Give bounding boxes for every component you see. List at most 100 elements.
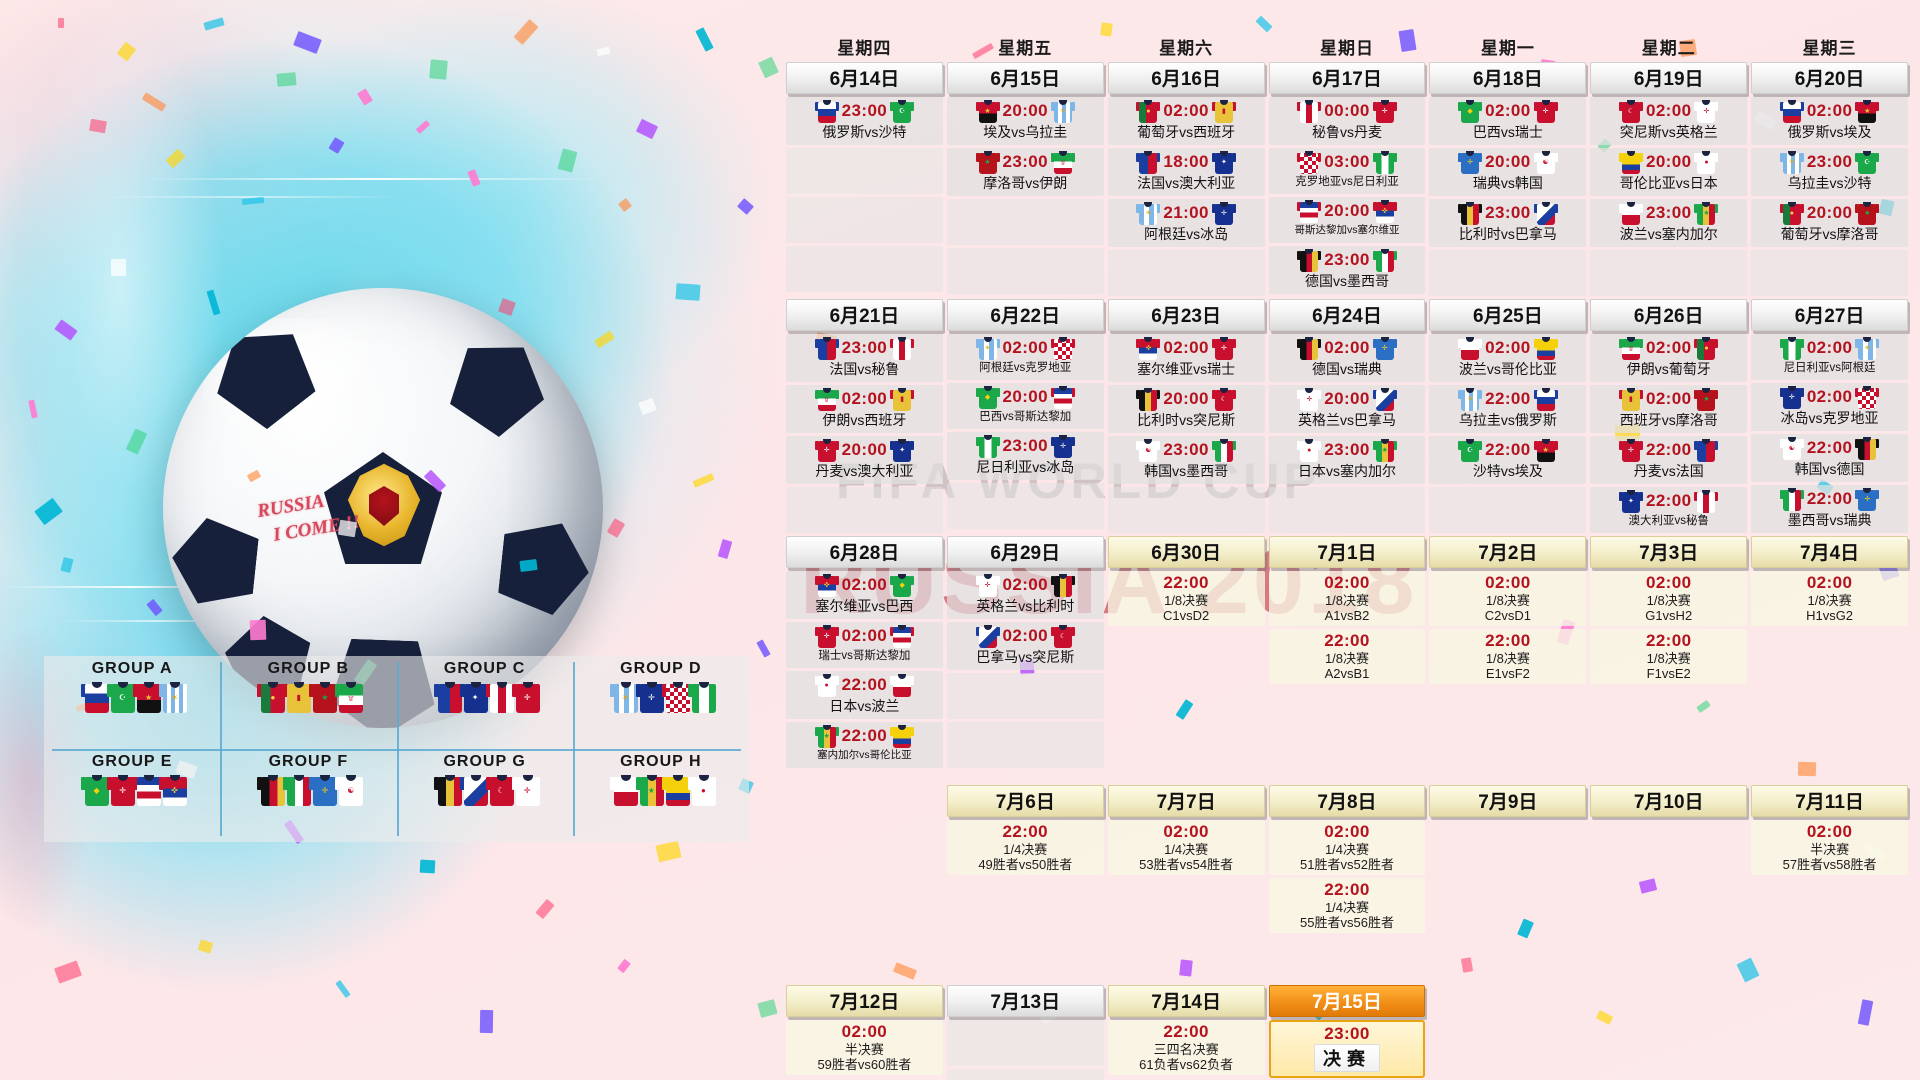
match-cell[interactable]: ☀ 21:00 ✛ 阿根廷vs冰岛 <box>1107 199 1265 247</box>
knockout-match-cell[interactable]: 22:00 三四名决赛 61负者vs62负者 <box>1107 1020 1265 1075</box>
date-header[interactable]: 6月16日 <box>1107 62 1265 94</box>
knockout-match-cell[interactable]: 22:00 1/8决赛 E1vsF2 <box>1429 629 1587 684</box>
match-cell[interactable]: ★ 22:00 塞内加尔vs哥伦比亚 <box>786 722 943 768</box>
knockout-match-cell[interactable]: 22:00 1/8决赛 F1vsE2 <box>1590 629 1748 684</box>
match-row: ✛ 22:00 <box>1593 438 1744 462</box>
match-cell[interactable]: 02:00 ☀ 尼日利亚vs阿根廷 <box>1751 334 1908 380</box>
date-header[interactable]: 7月7日 <box>1107 785 1265 817</box>
home-jersey-russia-icon <box>814 99 839 123</box>
date-header[interactable]: 6月15日 <box>946 62 1104 94</box>
date-header[interactable]: 6月14日 <box>786 62 943 94</box>
match-cell[interactable]: ☯ 23:00 韩国vs墨西哥 <box>1107 436 1265 484</box>
empty-slot <box>1751 629 1908 675</box>
date-header[interactable]: 6月23日 <box>1107 299 1265 331</box>
date-header[interactable]: 6月19日 <box>1590 62 1748 94</box>
knockout-match-cell[interactable]: 02:00 1/4决赛 51胜者vs52胜者 <box>1268 820 1426 875</box>
date-header[interactable]: 7月14日 <box>1107 985 1265 1017</box>
date-header[interactable]: 7月9日 <box>1429 785 1587 817</box>
match-cell[interactable]: 23:00 法国vs秘鲁 <box>786 334 943 382</box>
match-cell[interactable]: 02:00 ☾ 巴拿马vs突尼斯 <box>946 622 1104 670</box>
knockout-match-cell[interactable]: 02:00 半决赛 59胜者vs60胜者 <box>786 1020 943 1075</box>
date-header[interactable]: 7月15日 <box>1268 985 1426 1017</box>
date-header[interactable]: 7月6日 <box>946 785 1104 817</box>
match-cell[interactable]: ☀ 23:00 ☪ 乌拉圭vs沙特 <box>1751 148 1908 196</box>
knockout-match-cell[interactable]: 02:00 半决赛 57胜者vs58胜者 <box>1751 820 1908 875</box>
match-cell[interactable]: ● 20:00 ★ 葡萄牙vs摩洛哥 <box>1751 199 1908 247</box>
date-header[interactable]: 6月29日 <box>946 536 1104 568</box>
match-cell[interactable]: ✛ 02:00 英格兰vs比利时 <box>946 571 1104 619</box>
date-header[interactable]: 7月13日 <box>946 985 1104 1017</box>
match-cell[interactable]: ✛ 20:00 英格兰vs巴拿马 <box>1268 385 1426 433</box>
date-header[interactable]: 6月18日 <box>1429 62 1587 94</box>
match-cell[interactable]: ☀ 02:00 阿根廷vs克罗地亚 <box>946 334 1104 380</box>
date-header[interactable]: 6月26日 <box>1590 299 1748 331</box>
final-match-cell[interactable]: 23:00 决赛 <box>1268 1020 1426 1078</box>
date-header[interactable]: 7月4日 <box>1751 536 1908 568</box>
match-cell[interactable]: ✛ 22:00 丹麦vs法国 <box>1590 436 1748 484</box>
match-cell[interactable]: ✜ 02:00 ◆ 塞尔维亚vs巴西 <box>786 571 943 619</box>
date-header[interactable]: 7月3日 <box>1590 536 1748 568</box>
match-cell[interactable]: ✛ 20:00 ✦ 丹麦vs澳大利亚 <box>786 436 943 484</box>
match-cell[interactable]: ✛ 02:00 瑞士vs哥斯达黎加 <box>786 622 943 668</box>
date-header[interactable]: 6月27日 <box>1751 299 1908 331</box>
knockout-match-cell[interactable]: 22:00 1/8决赛 A2vsB1 <box>1268 629 1426 684</box>
date-header[interactable]: 7月10日 <box>1590 785 1748 817</box>
match-cell[interactable]: 03:00 克罗地亚vs尼日利亚 <box>1268 148 1426 194</box>
knockout-match-cell[interactable]: 02:00 1/8决赛 A1vsB2 <box>1268 571 1426 626</box>
date-header[interactable]: 6月17日 <box>1268 62 1426 94</box>
match-cell[interactable]: 20:00 ● 哥伦比亚vs日本 <box>1590 148 1748 196</box>
match-cell[interactable]: ● 22:00 日本vs波兰 <box>786 671 943 719</box>
date-header[interactable]: 6月28日 <box>786 536 943 568</box>
date-header[interactable]: 7月8日 <box>1268 785 1426 817</box>
match-cell[interactable]: ✜ 02:00 ✛ 塞尔维亚vs瑞士 <box>1107 334 1265 382</box>
match-cell[interactable]: ◆ 02:00 ✛ 巴西vs瑞士 <box>1429 97 1587 145</box>
match-teams: 葡萄牙vs西班牙 <box>1137 124 1236 140</box>
knockout-match-cell[interactable]: 02:00 1/8决赛 H1vsG2 <box>1751 571 1908 626</box>
date-header[interactable]: 6月25日 <box>1429 299 1587 331</box>
match-cell[interactable]: ▮ 02:00 ★ 西班牙vs摩洛哥 <box>1590 385 1748 433</box>
match-cell[interactable]: 02:00 ✛ 德国vs瑞典 <box>1268 334 1426 382</box>
date-header[interactable]: 7月2日 <box>1429 536 1587 568</box>
match-cell[interactable]: 23:00 ★ 波兰vs塞内加尔 <box>1590 199 1748 247</box>
match-cell[interactable]: ۩ 02:00 ● 伊朗vs葡萄牙 <box>1590 334 1748 382</box>
match-cell[interactable]: ◆ 20:00 巴西vs哥斯达黎加 <box>946 383 1104 429</box>
knockout-match-cell[interactable]: 22:00 1/4决赛 55胜者vs56胜者 <box>1268 878 1426 933</box>
match-cell[interactable]: ✦ 22:00 澳大利亚vs秘鲁 <box>1590 487 1748 533</box>
date-header[interactable]: 7月1日 <box>1268 536 1426 568</box>
match-cell[interactable]: ● 23:00 ★ 日本vs塞内加尔 <box>1268 436 1426 484</box>
knockout-match-cell[interactable]: 02:00 1/8决赛 C2vsD1 <box>1429 571 1587 626</box>
date-header[interactable]: 6月20日 <box>1751 62 1908 94</box>
knockout-match-cell[interactable]: 22:00 1/4决赛 49胜者vs50胜者 <box>946 820 1104 875</box>
match-cell[interactable]: ۩ 02:00 ▮ 伊朗vs西班牙 <box>786 385 943 433</box>
knockout-match-cell[interactable]: 22:00 1/8决赛 C1vsD2 <box>1107 571 1265 626</box>
match-cell[interactable]: ☀ 22:00 乌拉圭vs俄罗斯 <box>1429 385 1587 433</box>
date-header[interactable]: 6月24日 <box>1268 299 1426 331</box>
date-header[interactable]: 7月11日 <box>1751 785 1908 817</box>
match-time: 02:00 <box>1806 387 1853 406</box>
match-cell[interactable]: 20:00 ✜ 哥斯达黎加vs塞尔维亚 <box>1268 197 1426 243</box>
match-cell[interactable]: ● 02:00 ▮ 葡萄牙vs西班牙 <box>1107 97 1265 145</box>
knockout-match-cell[interactable]: 02:00 1/8决赛 G1vsH2 <box>1590 571 1748 626</box>
match-cell[interactable]: 23:00 ✛ 尼日利亚vs冰岛 <box>946 432 1104 480</box>
match-cell[interactable]: ☪ 22:00 ★ 沙特vs埃及 <box>1429 436 1587 484</box>
match-cell[interactable]: ✛ 02:00 冰岛vs克罗地亚 <box>1751 383 1908 431</box>
match-cell[interactable]: ☯ 22:00 韩国vs德国 <box>1751 434 1908 482</box>
match-cell[interactable]: 22:00 ✛ 墨西哥vs瑞典 <box>1751 485 1908 533</box>
date-header[interactable]: 6月22日 <box>946 299 1104 331</box>
match-cell[interactable]: 00:00 ✛ 秘鲁vs丹麦 <box>1268 97 1426 145</box>
match-cell[interactable]: 02:00 ★ 俄罗斯vs埃及 <box>1751 97 1908 145</box>
date-header[interactable]: 6月30日 <box>1107 536 1265 568</box>
date-header[interactable]: 6月21日 <box>786 299 943 331</box>
match-cell[interactable]: ☾ 02:00 ✛ 突尼斯vs英格兰 <box>1590 97 1748 145</box>
match-cell[interactable]: 23:00 比利时vs巴拿马 <box>1429 199 1587 247</box>
match-cell[interactable]: 18:00 ✦ 法国vs澳大利亚 <box>1107 148 1265 196</box>
match-cell[interactable]: 23:00 德国vs墨西哥 <box>1268 246 1426 294</box>
match-cell[interactable]: ★ 23:00 ۩ 摩洛哥vs伊朗 <box>946 148 1104 196</box>
match-cell[interactable]: 20:00 ☾ 比利时vs突尼斯 <box>1107 385 1265 433</box>
match-cell[interactable]: ★ 20:00 ☀ 埃及vs乌拉圭 <box>946 97 1104 145</box>
match-cell[interactable]: ✛ 20:00 ☯ 瑞典vs韩国 <box>1429 148 1587 196</box>
date-header[interactable]: 7月12日 <box>786 985 943 1017</box>
knockout-match-cell[interactable]: 02:00 1/4决赛 53胜者vs54胜者 <box>1107 820 1265 875</box>
match-cell[interactable]: 23:00 ☪ 俄罗斯vs沙特 <box>786 97 943 145</box>
match-cell[interactable]: 02:00 波兰vs哥伦比亚 <box>1429 334 1587 382</box>
